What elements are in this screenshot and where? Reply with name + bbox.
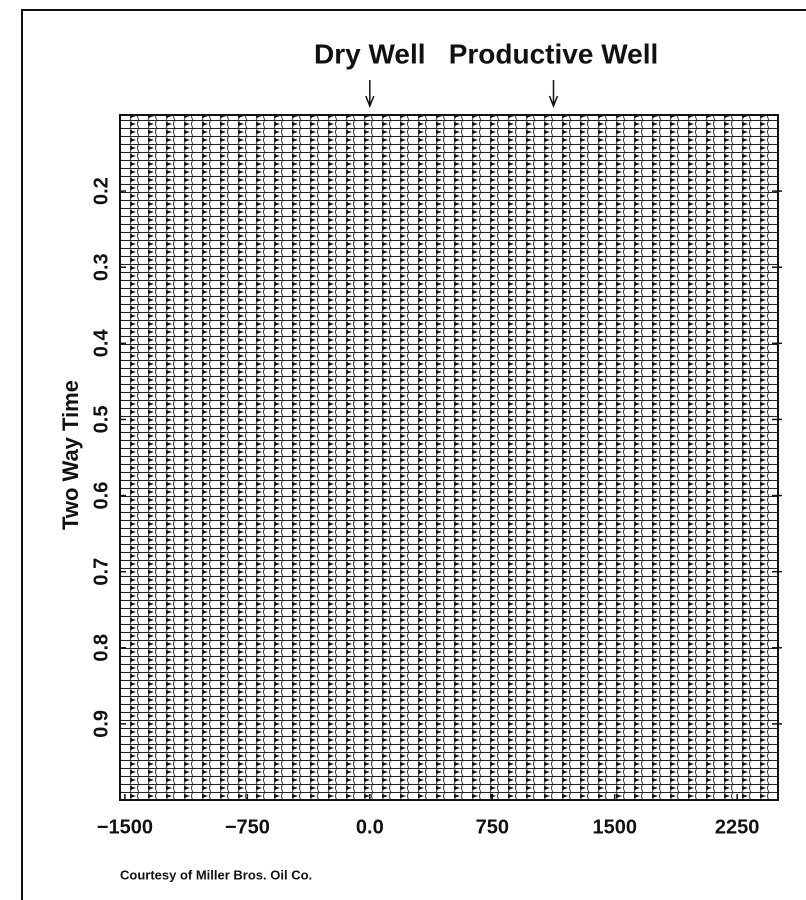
x-tick-label: 750	[476, 816, 509, 838]
x-tick-label: −750	[225, 816, 270, 838]
y-tick-label: 0.7	[90, 558, 112, 586]
y-tick-label: 0.8	[90, 634, 112, 662]
x-tick-label: −1500	[97, 816, 153, 838]
x-tick-label: 1500	[592, 816, 637, 838]
footer: Courtesy of Miller Bros. Oil Co.	[120, 867, 312, 882]
y-tick-label: 0.6	[90, 482, 112, 510]
y-axis-label: Two Way Time	[58, 380, 83, 530]
annotation: Productive Well	[449, 38, 659, 69]
y-tick-label: 0.3	[90, 253, 112, 281]
y-tick-label: 0.9	[90, 710, 112, 738]
y-tick-label: 0.4	[90, 329, 112, 358]
frame	[21, 9, 806, 900]
x-tick-label: 0.0	[356, 816, 384, 838]
x-tick-label: 2250	[715, 816, 760, 838]
y-tick-label: 0.2	[90, 177, 112, 205]
y-tick-label: 0.5	[90, 406, 112, 434]
annotation-arrow	[548, 80, 559, 109]
annotation: Dry Well	[314, 38, 426, 69]
annotation-arrow	[365, 80, 375, 109]
seismic-section	[119, 114, 779, 801]
